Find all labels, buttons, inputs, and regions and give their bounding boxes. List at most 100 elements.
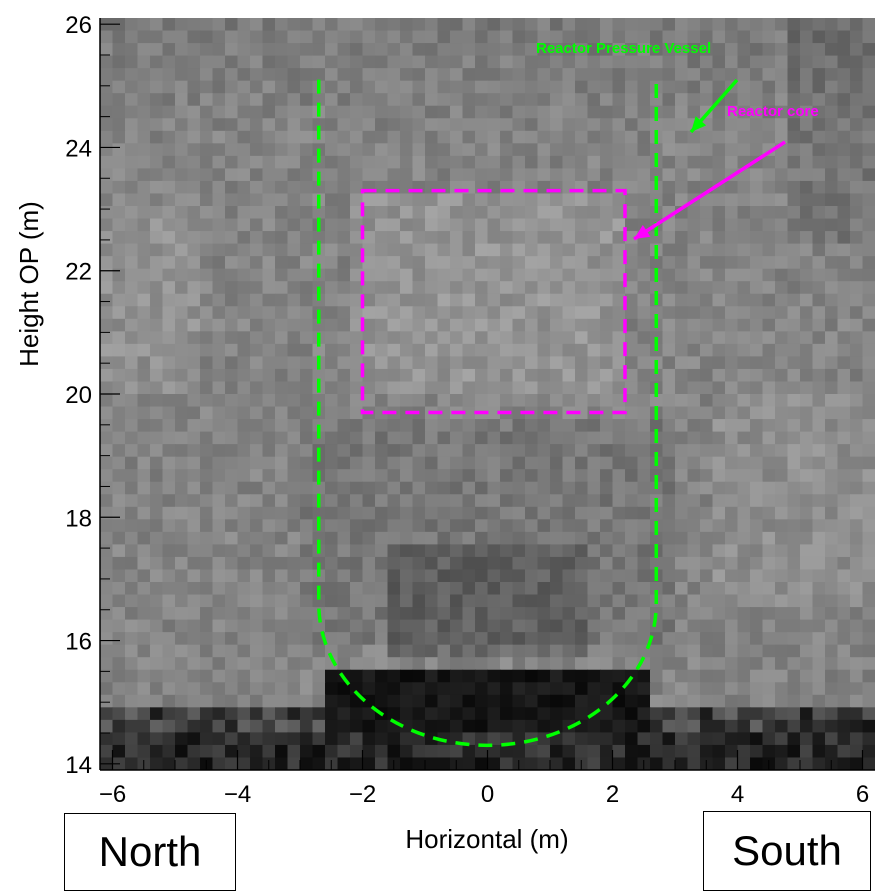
heatmap-cell [513,394,526,407]
heatmap-cell [413,544,426,557]
heatmap-cell [300,569,313,582]
heatmap-cell [450,394,463,407]
heatmap-cell [650,745,663,758]
heatmap-cell [463,544,476,557]
heatmap-cell [388,444,401,457]
heatmap-cell [613,81,626,94]
heatmap-cell [525,620,538,633]
heatmap-cell [363,582,376,595]
heatmap-cell [150,331,163,344]
heatmap-cell [325,682,338,695]
heatmap-cell [738,507,751,520]
heatmap-cell [713,695,726,708]
heatmap-cell [675,156,688,169]
heatmap-cell [488,682,501,695]
heatmap-cell [188,143,201,156]
heatmap-cell [275,569,288,582]
heatmap-cell [463,657,476,670]
heatmap-cell [400,607,413,620]
heatmap-cell [125,482,138,495]
heatmap-cell [863,356,875,369]
heatmap-cell [213,620,226,633]
heatmap-cell [450,595,463,608]
heatmap-cell [338,281,351,294]
heatmap-cell [725,369,738,382]
heatmap-cell [213,43,226,56]
heatmap-cell [138,745,151,758]
heatmap-cell [525,645,538,658]
heatmap-cell [838,168,851,181]
heatmap-cell [625,93,638,106]
heatmap-cell [775,294,788,307]
heatmap-cell [450,231,463,244]
heatmap-cell [700,745,713,758]
heatmap-cell [288,219,301,232]
heatmap-cell [738,407,751,420]
heatmap-cell [488,56,501,69]
heatmap-cell [488,544,501,557]
heatmap-cell [700,720,713,733]
heatmap-cell [563,745,576,758]
heatmap-cell [663,582,676,595]
heatmap-cell [488,106,501,119]
heatmap-cell [263,682,276,695]
heatmap-cell [225,519,238,532]
heatmap-cell [813,607,826,620]
heatmap-cell [863,131,875,144]
heatmap-cell [550,607,563,620]
heatmap-cell [738,181,751,194]
heatmap-cell [350,532,363,545]
heatmap-cell [650,68,663,81]
heatmap-cell [700,582,713,595]
heatmap-cell [150,31,163,44]
heatmap-cell [200,193,213,206]
heatmap-cell [325,582,338,595]
heatmap-cell [213,168,226,181]
heatmap-cell [800,620,813,633]
heatmap-cell [800,244,813,257]
heatmap-cell [263,31,276,44]
heatmap-cell [750,544,763,557]
heatmap-cell [413,682,426,695]
heatmap-cell [375,582,388,595]
heatmap-cell [425,457,438,470]
heatmap-cell [363,381,376,394]
heatmap-cell [163,507,176,520]
heatmap-cell [625,720,638,733]
heatmap-cell [388,670,401,683]
heatmap-cell [750,168,763,181]
heatmap-cell [138,106,151,119]
heatmap-cell [175,720,188,733]
heatmap-cell [525,143,538,156]
heatmap-cell [550,457,563,470]
heatmap-cell [738,31,751,44]
heatmap-cell [850,695,863,708]
heatmap-cell [238,720,251,733]
heatmap-cell [563,682,576,695]
heatmap-cell [475,369,488,382]
heatmap-cell [825,657,838,670]
heatmap-cell [150,720,163,733]
heatmap-cell [738,645,751,658]
heatmap-cell [538,18,551,31]
heatmap-cell [338,732,351,745]
heatmap-cell [763,369,776,382]
heatmap-cell [525,18,538,31]
heatmap-cell [575,306,588,319]
heatmap-cell [700,607,713,620]
heatmap-cell [750,569,763,582]
heatmap-cell [425,219,438,232]
heatmap-cell [738,457,751,470]
heatmap-cell [438,269,451,282]
heatmap-cell [475,645,488,658]
heatmap-cell [275,469,288,482]
heatmap-cell [663,193,676,206]
heatmap-cell [725,469,738,482]
heatmap-cell [325,219,338,232]
heatmap-cell [175,294,188,307]
heatmap-cell [738,394,751,407]
heatmap-cell [288,607,301,620]
heatmap-cell [475,131,488,144]
heatmap-cell [763,645,776,658]
heatmap-cell [638,68,651,81]
